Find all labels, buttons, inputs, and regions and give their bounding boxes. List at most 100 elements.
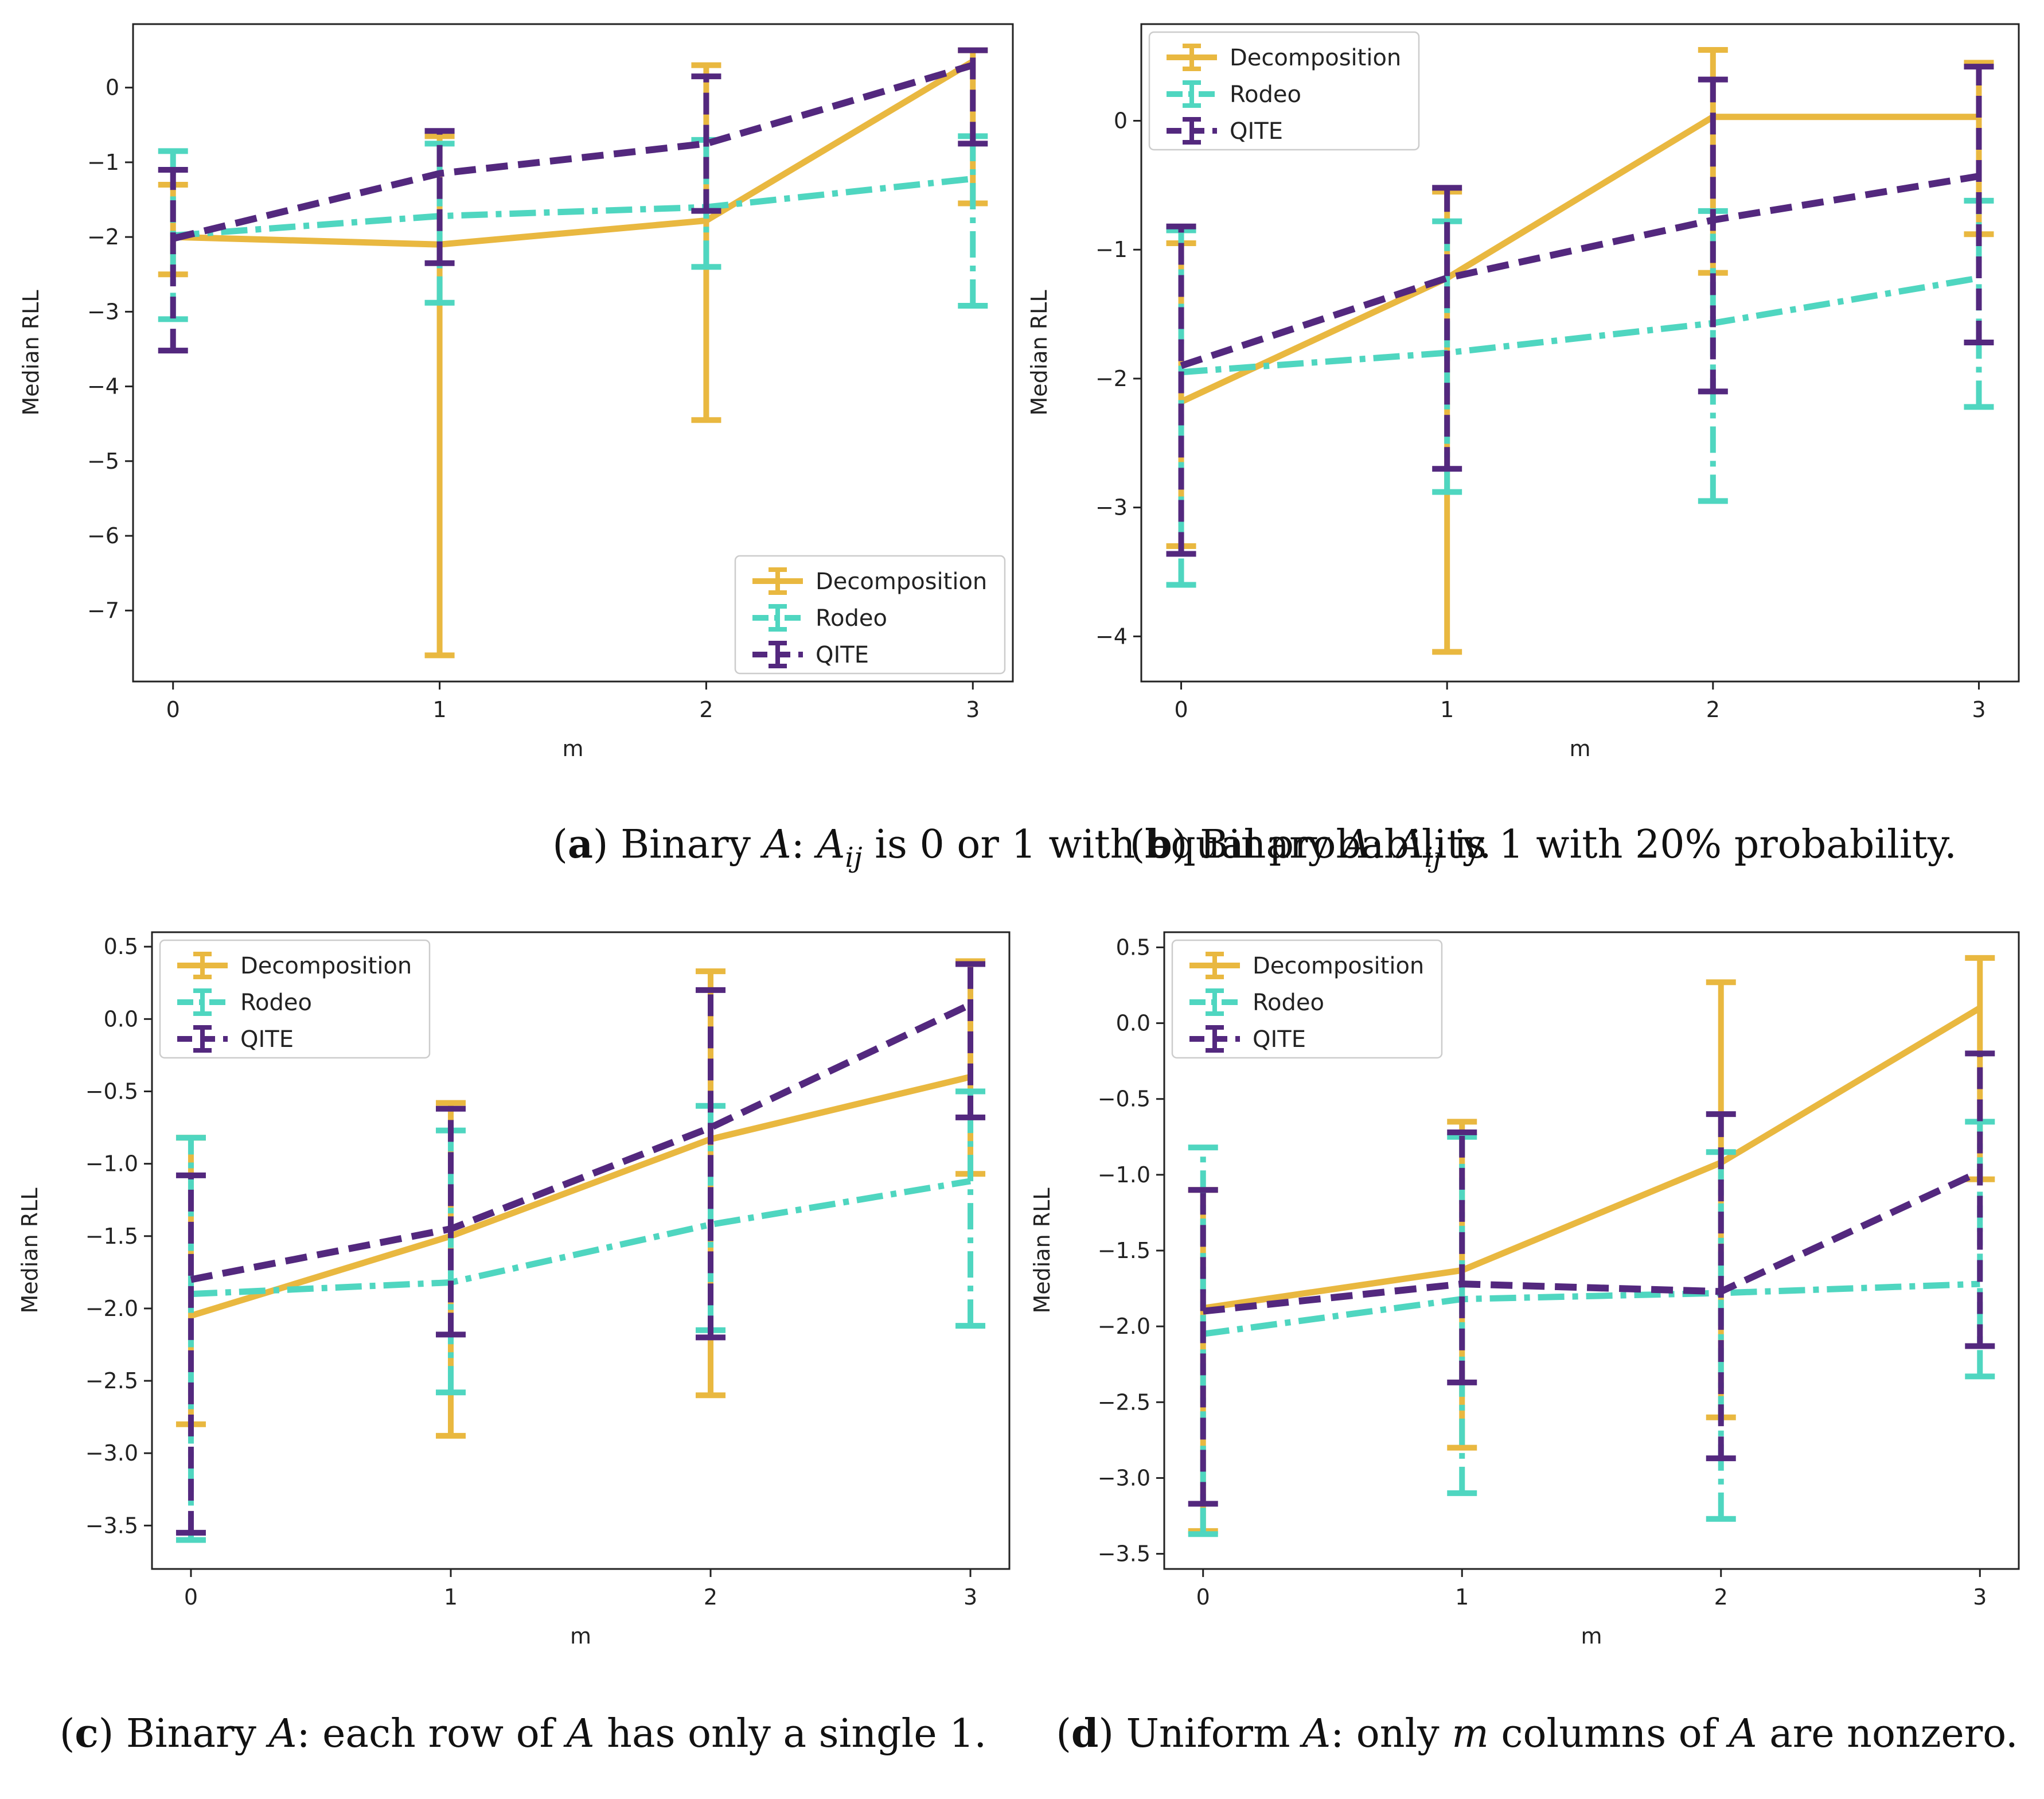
caption-paren: ( xyxy=(1056,1711,1071,1757)
caption-text: is 1 with 20% probability. xyxy=(1442,822,1957,867)
legend-label-decomposition: Decomposition xyxy=(240,953,412,979)
caption-text: columns of xyxy=(1489,1711,1729,1757)
legend: Decomposition Rodeo QITE xyxy=(159,939,431,1059)
y-tick-label: −3.5 xyxy=(1098,1541,1150,1567)
caption-text: Uniform xyxy=(1114,1711,1302,1757)
y-tick-label: −2.0 xyxy=(1098,1314,1150,1339)
caption-subscript: ij xyxy=(1424,842,1441,874)
caption-letter: a xyxy=(568,821,593,867)
legend-label-decomposition: Decomposition xyxy=(816,568,987,595)
caption-text: : only xyxy=(1331,1711,1452,1757)
series-line xyxy=(1181,275,1980,376)
legend-box xyxy=(1148,31,1420,151)
caption-c: (c) Binary A: each row of A has only a s… xyxy=(60,1711,986,1757)
series-line xyxy=(1180,173,1980,369)
y-tick-label: −4 xyxy=(87,374,119,399)
series-rodeo xyxy=(1188,1119,1995,1537)
x-tick-label: 3 xyxy=(964,1584,977,1610)
caption-paren: ) xyxy=(1172,822,1188,867)
x-tick-label: 1 xyxy=(1440,697,1454,722)
caption-letter: c xyxy=(75,1711,98,1757)
series-rodeo xyxy=(1166,197,1994,588)
x-tick-label: 2 xyxy=(1714,1584,1728,1610)
legend: Decomposition Rodeo QITE xyxy=(734,555,1006,675)
series-rodeo xyxy=(175,1088,986,1543)
caption-paren: ) xyxy=(99,1711,114,1757)
y-tick-label: −4 xyxy=(1095,624,1128,649)
caption-paren: ( xyxy=(60,1711,75,1757)
x-axis-label: m xyxy=(1569,736,1590,761)
legend-label-rodeo: Rodeo xyxy=(240,990,312,1016)
caption-b: (b) Binary A: Aij is 1 with 20% probabil… xyxy=(1130,821,1957,874)
x-tick-label: 2 xyxy=(704,1584,717,1610)
y-tick-label: −2 xyxy=(87,224,119,250)
legend: Decomposition Rodeo QITE xyxy=(1171,939,1443,1059)
x-tick-label: 0 xyxy=(166,697,180,722)
y-tick-label: −3.0 xyxy=(1098,1465,1150,1490)
panel-d: 0 1 2 3 0.5 0.0 −0.5 −1.0 −1.5 −2.0 −2.5 −3.0 −3.5 m M… xyxy=(1029,931,2020,1757)
series-rodeo xyxy=(158,133,988,322)
legend-label-rodeo: Rodeo xyxy=(1253,990,1324,1016)
caption-paren: ) xyxy=(1098,1711,1114,1757)
y-tick-label: −2 xyxy=(1095,366,1128,391)
y-tick-label: 0 xyxy=(106,75,119,100)
x-tick-label: 2 xyxy=(699,697,713,722)
series-line xyxy=(1203,1169,1981,1315)
series-qite xyxy=(1166,64,1994,557)
caption-var: A xyxy=(813,822,845,867)
y-tick-label: −1.0 xyxy=(1098,1162,1150,1187)
caption-letter: b xyxy=(1145,821,1172,867)
series-line xyxy=(1202,1005,1982,1311)
caption-d: (d) Uniform A: only m columns of A are n… xyxy=(1056,1711,2018,1757)
plot-area xyxy=(1166,46,1994,655)
legend-label-decomposition: Decomposition xyxy=(1230,45,1401,71)
caption-paren: ( xyxy=(552,822,568,867)
x-tick-label: 1 xyxy=(432,697,446,722)
caption-text: has only a single 1. xyxy=(595,1711,987,1757)
axes-frame xyxy=(151,931,1011,1570)
legend-box xyxy=(734,555,1006,675)
caption-var: A xyxy=(1299,1711,1331,1757)
y-tick-label: −1.5 xyxy=(85,1224,138,1249)
legend-box xyxy=(1171,939,1443,1059)
legend-label-qite: QITE xyxy=(816,642,869,668)
x-tick-label: 3 xyxy=(1973,1584,1987,1610)
legend-label-rodeo: Rodeo xyxy=(1230,81,1301,108)
legend-label-decomposition: Decomposition xyxy=(1253,953,1424,979)
plot-area xyxy=(1188,955,1995,1537)
series-line xyxy=(1202,1280,1980,1337)
caption-var: A xyxy=(760,822,791,867)
y-axis-label: Median RLL xyxy=(18,290,44,415)
caption-text: Binary xyxy=(1187,822,1342,867)
y-tick-label: −2.5 xyxy=(1098,1389,1150,1415)
y-tick-label: −7 xyxy=(87,598,119,623)
y-tick-label: −6 xyxy=(87,523,119,548)
caption-letter: d xyxy=(1071,1711,1099,1757)
caption-var: A xyxy=(1726,1711,1757,1757)
axes-frame xyxy=(1140,23,2020,683)
y-tick-label: −0.5 xyxy=(85,1079,138,1104)
series-qite xyxy=(1188,1050,1995,1507)
caption-var: A xyxy=(1392,822,1424,867)
x-tick-label: 3 xyxy=(1972,697,1986,722)
caption-text: : xyxy=(1371,822,1397,867)
y-tick-label: 0.5 xyxy=(104,934,138,959)
x-axis-label: m xyxy=(1581,1623,1602,1649)
plot-area xyxy=(158,47,988,659)
y-tick-label: −5 xyxy=(87,449,119,474)
y-tick-label: −3 xyxy=(87,299,119,324)
y-tick-label: 0.0 xyxy=(104,1006,138,1031)
x-tick-label: 0 xyxy=(1196,1584,1210,1610)
caption-paren: ) xyxy=(593,822,608,867)
series-qite xyxy=(175,961,986,1536)
series-line xyxy=(1180,114,1979,405)
series-line xyxy=(190,1178,971,1298)
series-line xyxy=(173,176,973,239)
y-tick-label: −3.0 xyxy=(85,1440,138,1466)
y-tick-label: −3.5 xyxy=(85,1513,138,1538)
legend-label-rodeo: Rodeo xyxy=(816,605,887,632)
caption-text: : xyxy=(791,822,817,867)
caption-var: A xyxy=(563,1711,594,1757)
y-axis-label: Median RLL xyxy=(1029,1187,1055,1313)
y-tick-label: −1.5 xyxy=(1098,1238,1150,1263)
